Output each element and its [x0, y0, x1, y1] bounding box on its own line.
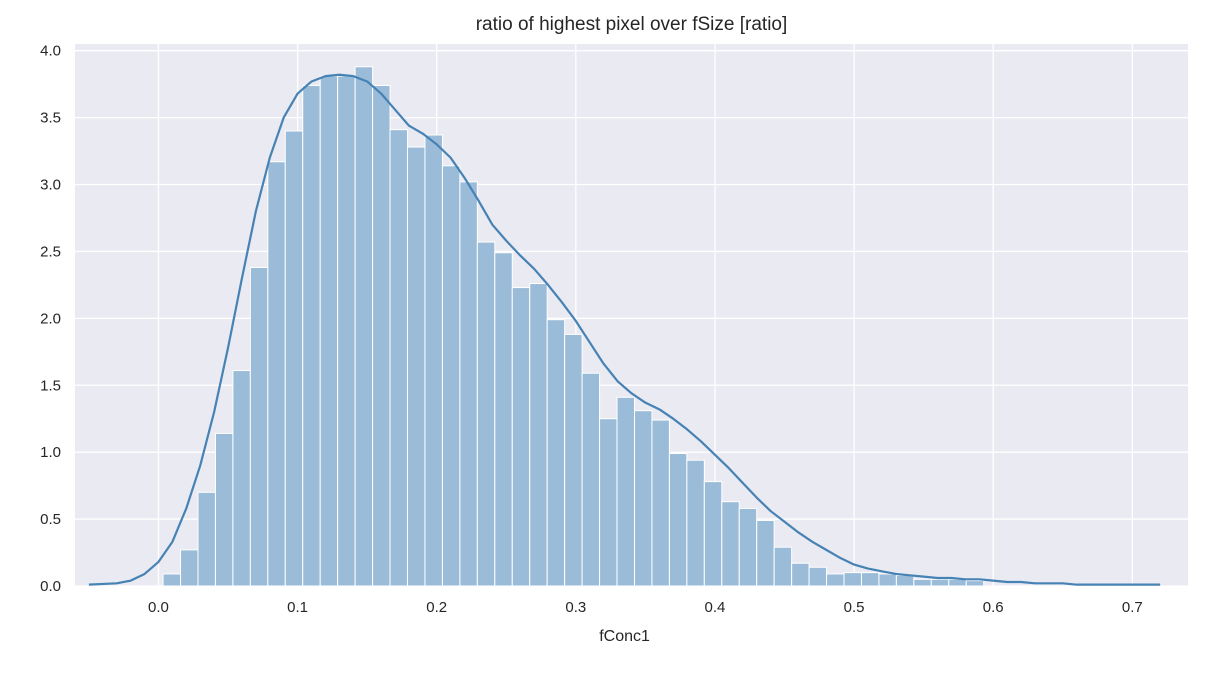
histogram-bar	[476, 241, 496, 587]
histogram-bar	[826, 573, 845, 587]
histogram-bar	[389, 129, 409, 587]
x-tick-label: 0.0	[148, 599, 169, 616]
histogram-bar	[424, 134, 443, 587]
x-axis-ticks: 0.0 0.1 0.2 0.3 0.4 0.5 0.6 0.7	[148, 599, 1143, 616]
x-tick-label: 0.5	[844, 599, 865, 616]
histogram-bar	[232, 370, 251, 587]
histogram-bar	[197, 491, 216, 587]
histogram-bar	[511, 287, 531, 587]
histogram-bar	[564, 333, 583, 587]
histogram-bar	[616, 396, 635, 587]
x-tick-label: 0.7	[1122, 599, 1143, 616]
histogram-bar	[773, 546, 793, 587]
histogram-bar	[948, 578, 967, 587]
histogram-bar	[860, 572, 880, 587]
y-tick-label: 3.5	[40, 110, 61, 127]
y-tick-label: 1.5	[40, 377, 61, 394]
histogram-bar	[599, 418, 618, 587]
histogram-bar	[668, 453, 688, 587]
histogram-bar	[791, 562, 810, 587]
histogram-bar	[738, 507, 758, 587]
histogram-bar	[267, 161, 286, 587]
histogram-bar	[180, 549, 199, 587]
y-tick-label: 4.0	[40, 43, 61, 60]
histogram-bar	[302, 84, 321, 587]
histogram-bar	[651, 419, 670, 587]
histogram-bar	[913, 578, 932, 587]
histogram-bar	[930, 578, 950, 587]
histogram-bar	[214, 432, 234, 587]
histogram-bar	[494, 252, 513, 587]
histogram-bar	[703, 481, 723, 587]
histogram-bar	[965, 580, 985, 587]
histogram-bar	[162, 573, 182, 587]
chart-title: ratio of highest pixel over fSize [ratio…	[476, 14, 788, 35]
kde-density-line	[88, 73, 1161, 586]
y-tick-label: 2.0	[40, 310, 61, 327]
x-tick-label: 0.1	[287, 599, 308, 616]
histogram-bar	[546, 319, 566, 587]
histogram-bar	[756, 519, 775, 587]
histogram-bar	[441, 165, 461, 587]
histogram-bar	[581, 372, 601, 587]
x-tick-label: 0.4	[705, 599, 726, 616]
histogram-bar	[878, 573, 897, 587]
histogram-bar	[686, 459, 705, 587]
histogram-bar	[808, 566, 828, 587]
histogram-bar	[721, 501, 740, 587]
y-tick-label: 3.0	[40, 177, 61, 194]
histogram-bar	[895, 574, 915, 587]
histogram-bar	[354, 66, 374, 587]
histogram-bar	[459, 181, 478, 587]
histogram-bar	[249, 266, 269, 587]
histogram-bar	[529, 283, 548, 587]
histogram-bar	[337, 75, 356, 587]
histogram-bar	[633, 410, 653, 587]
histogram-bar	[319, 75, 339, 587]
y-tick-label: 1.0	[40, 444, 61, 461]
histogram-bar	[407, 146, 426, 587]
x-tick-label: 0.2	[426, 599, 447, 616]
y-tick-label: 2.5	[40, 243, 61, 260]
y-axis-ticks: 0.0 0.5 1.0 1.5 2.0 2.5 3.0 3.5 4.0	[40, 43, 61, 595]
x-axis-label: fConc1	[599, 628, 650, 645]
x-tick-label: 0.6	[983, 599, 1004, 616]
histogram-bar	[372, 84, 391, 587]
histogram-bar	[843, 572, 862, 587]
x-tick-label: 0.3	[565, 599, 586, 616]
y-tick-label: 0.0	[40, 578, 61, 595]
y-tick-label: 0.5	[40, 511, 61, 528]
histogram-bars	[162, 66, 985, 587]
histogram-bar	[284, 130, 304, 587]
